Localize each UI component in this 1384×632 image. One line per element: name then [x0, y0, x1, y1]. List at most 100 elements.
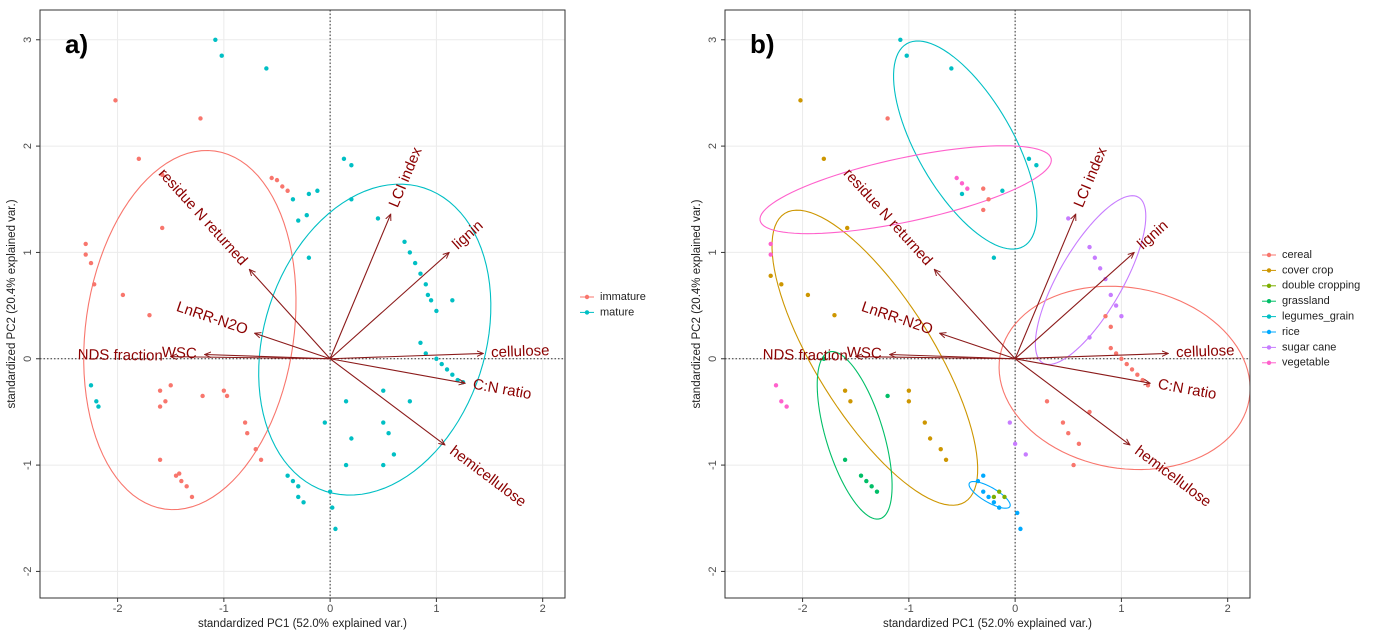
- data-point: [113, 98, 118, 103]
- data-point: [991, 500, 997, 505]
- data-point: [981, 186, 986, 191]
- data-point: [407, 399, 413, 404]
- data-point: [83, 252, 88, 257]
- data-point: [858, 473, 864, 478]
- loading-arrow: [255, 333, 331, 360]
- data-point: [996, 489, 1002, 494]
- data-point: [444, 367, 450, 372]
- data-point: [975, 478, 981, 484]
- loading-arrow: [171, 357, 331, 359]
- data-point: [906, 399, 912, 404]
- data-point: [296, 218, 301, 223]
- legend-label: double cropping: [1282, 280, 1360, 292]
- loading-arrow: [329, 358, 445, 445]
- data-point: [157, 404, 163, 409]
- loading-arrow: [329, 252, 449, 360]
- plot-area: [725, 10, 1250, 598]
- plot-background: [725, 10, 1250, 598]
- data-point: [1103, 276, 1108, 282]
- data-point: [296, 484, 301, 489]
- data-point: [1092, 255, 1098, 260]
- data-point: [1103, 314, 1108, 319]
- data-point: [160, 172, 165, 178]
- y-tick-label: 1: [22, 249, 34, 255]
- data-point: [280, 184, 285, 189]
- data-point: [1034, 163, 1039, 168]
- legend-key-dot: [1266, 360, 1272, 365]
- data-point: [434, 308, 439, 314]
- data-point: [832, 312, 837, 318]
- data-point: [938, 446, 943, 452]
- legend-key-dot: [1266, 329, 1272, 335]
- x-tick-label: -1: [219, 603, 229, 615]
- data-point: [333, 526, 338, 532]
- x-tick-label: 0: [327, 603, 333, 615]
- plot-background: [40, 10, 565, 598]
- legend-label: grassland: [1282, 295, 1330, 307]
- x-tick-label: 1: [433, 603, 439, 615]
- data-point: [773, 383, 779, 388]
- data-point: [219, 53, 224, 58]
- data-point: [157, 388, 163, 393]
- data-point: [848, 399, 853, 404]
- confidence-ellipse: [1034, 195, 1147, 366]
- data-point: [386, 430, 391, 436]
- data-point: [805, 292, 811, 298]
- data-point: [1108, 292, 1113, 298]
- legend-label: mature: [600, 306, 634, 318]
- data-point: [296, 494, 301, 500]
- plot-area: [40, 10, 565, 598]
- data-point: [981, 473, 986, 478]
- y-tick-label: 3: [707, 37, 719, 43]
- data-point: [381, 388, 386, 393]
- data-point: [1097, 266, 1103, 271]
- data-point: [1066, 430, 1071, 436]
- y-tick-label: 3: [22, 37, 34, 43]
- data-point: [1023, 452, 1028, 457]
- data-point: [1087, 335, 1092, 340]
- data-point: [959, 181, 965, 186]
- legend-key-dot: [584, 310, 590, 315]
- data-point: [821, 356, 827, 361]
- x-tick-label: -2: [113, 603, 123, 615]
- data-point: [1124, 361, 1129, 367]
- x-tick-label: -2: [798, 603, 808, 615]
- data-point: [330, 505, 335, 510]
- data-point: [306, 191, 312, 197]
- confidence-ellipse: [893, 40, 1038, 250]
- data-point: [1135, 372, 1140, 377]
- legend-label: legumes_grain: [1282, 311, 1354, 323]
- data-point: [1119, 356, 1124, 361]
- data-point: [428, 298, 434, 303]
- confidence-ellipse: [771, 209, 979, 506]
- data-point: [450, 372, 455, 377]
- loading-arrow: [329, 214, 391, 359]
- data-point: [885, 393, 890, 399]
- data-point: [1002, 494, 1007, 500]
- legend-key-dot: [1266, 268, 1272, 273]
- data-point: [1129, 367, 1135, 372]
- y-tick-label: -2: [22, 567, 34, 577]
- data-point: [285, 188, 290, 193]
- x-tick-label: -1: [904, 603, 914, 615]
- data-point: [83, 241, 88, 247]
- data-point: [88, 383, 94, 388]
- data-point: [991, 494, 997, 500]
- y-tick-label: 2: [707, 143, 719, 149]
- data-point: [290, 197, 296, 202]
- data-point: [1087, 244, 1092, 250]
- data-point: [1113, 351, 1119, 356]
- data-point: [349, 163, 354, 168]
- data-point: [874, 489, 880, 494]
- data-point: [381, 420, 386, 425]
- data-point: [423, 282, 428, 287]
- data-point: [439, 361, 444, 367]
- plot-border: [724, 9, 1251, 599]
- data-point: [1007, 420, 1013, 425]
- data-point: [375, 216, 381, 221]
- data-point: [88, 260, 94, 266]
- confidence-ellipse: [816, 350, 893, 520]
- data-point: [842, 388, 848, 393]
- loading-arrow: [249, 269, 331, 360]
